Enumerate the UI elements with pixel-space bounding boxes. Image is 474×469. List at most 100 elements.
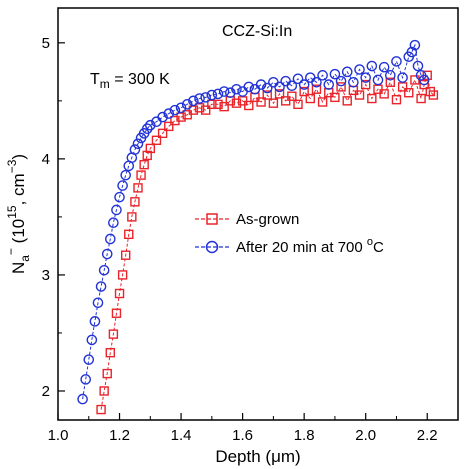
data-point xyxy=(287,91,297,101)
data-point xyxy=(114,191,125,203)
legend-label-annealed-base: After 20 min at 700 xyxy=(236,239,367,256)
data-point xyxy=(298,79,310,90)
data-point xyxy=(120,250,131,260)
temp-base: T xyxy=(90,71,100,88)
data-point xyxy=(163,108,175,119)
y-title-base: N xyxy=(9,262,28,274)
data-point xyxy=(354,64,365,75)
data-point xyxy=(244,100,254,111)
y-title-tail-exp: −3 xyxy=(5,159,19,173)
data-point xyxy=(256,97,266,107)
data-point xyxy=(141,123,153,134)
data-point xyxy=(169,104,181,116)
y-title-close: ) xyxy=(9,154,28,160)
series-annealed xyxy=(77,39,430,405)
data-point xyxy=(145,143,156,154)
y-title-tail: , cm xyxy=(9,173,28,205)
data-point xyxy=(243,81,255,93)
data-point xyxy=(342,96,352,106)
data-point xyxy=(77,393,88,405)
data-point xyxy=(293,99,303,110)
data-point xyxy=(127,212,137,222)
temp-value: = 300 K xyxy=(110,71,170,88)
temperature-annotation: Tm = 300 K xyxy=(90,71,170,91)
data-point xyxy=(336,82,346,92)
data-point xyxy=(188,95,199,107)
data-point xyxy=(274,89,285,99)
data-point xyxy=(99,386,109,396)
data-point xyxy=(404,88,414,98)
data-point xyxy=(111,308,122,318)
data-point xyxy=(117,270,128,280)
x-tick-label: 1.2 xyxy=(109,427,130,444)
data-point xyxy=(335,75,347,87)
y-tick-label: 4 xyxy=(42,151,50,168)
data-point xyxy=(311,84,322,94)
legend: As-grown After 20 min at 700 oC xyxy=(195,211,384,256)
data-point xyxy=(86,334,98,346)
data-point xyxy=(200,92,211,103)
data-point xyxy=(391,94,402,105)
data-point xyxy=(95,281,107,292)
data-point xyxy=(145,119,156,131)
data-point xyxy=(114,288,125,299)
data-point xyxy=(286,80,298,92)
data-point xyxy=(89,316,101,327)
x-axis-title-text: Depth ( xyxy=(215,447,271,466)
x-tick-label: 2.2 xyxy=(417,427,438,444)
x-axis-title-unit: m) xyxy=(281,447,301,466)
data-point xyxy=(317,70,328,81)
data-point xyxy=(157,111,168,123)
data-point xyxy=(83,354,95,365)
y-title-exp: 15 xyxy=(5,205,19,219)
data-point xyxy=(231,83,242,95)
data-point xyxy=(330,92,340,103)
data-point xyxy=(124,229,134,240)
data-point xyxy=(379,89,389,99)
data-point xyxy=(157,128,168,139)
data-point xyxy=(412,60,424,72)
data-point xyxy=(280,75,291,87)
data-point xyxy=(418,74,430,86)
y-tick-label: 5 xyxy=(42,35,50,52)
y-tick-label: 2 xyxy=(42,383,50,400)
data-point xyxy=(102,368,112,379)
y-tick-label: 3 xyxy=(42,267,50,284)
legend-item-as-grown: As-grown xyxy=(195,211,299,228)
y-axis-title: Na− (1015, cm−3) xyxy=(4,154,32,274)
data-point xyxy=(416,93,426,104)
x-tick-label: 2.0 xyxy=(355,427,376,444)
data-point xyxy=(305,93,316,104)
data-point xyxy=(274,81,285,93)
y-title-sup: − xyxy=(4,248,18,255)
legend-marker-circle xyxy=(205,240,219,254)
data-point xyxy=(213,99,223,110)
data-point xyxy=(130,197,140,207)
data-point xyxy=(92,297,104,309)
data-point xyxy=(299,86,309,97)
legend-label-as-grown: As-grown xyxy=(236,211,299,228)
data-point xyxy=(397,72,408,83)
data-point xyxy=(391,56,402,67)
data-point xyxy=(378,61,390,73)
legend-marker-square xyxy=(206,213,218,225)
data-point xyxy=(225,87,236,99)
data-point xyxy=(200,105,211,115)
temp-sub: m xyxy=(100,77,110,91)
data-point xyxy=(329,68,341,80)
data-point xyxy=(262,90,272,100)
x-tick-label: 1.0 xyxy=(48,427,69,444)
data-point xyxy=(151,135,162,146)
data-point xyxy=(206,89,218,101)
x-tick-label: 1.8 xyxy=(294,427,315,444)
data-point xyxy=(354,90,365,100)
data-point xyxy=(348,76,359,88)
ticks-layer: 1.0 1.2 1.4 1.6 1.8 2.0 2.2 2 3 4 5 xyxy=(42,35,438,444)
data-point xyxy=(268,98,279,108)
data-point xyxy=(96,404,106,415)
data-point xyxy=(136,170,146,180)
data-point xyxy=(366,60,378,72)
y-title-mid: (10 xyxy=(9,219,28,248)
data-point xyxy=(98,264,110,276)
